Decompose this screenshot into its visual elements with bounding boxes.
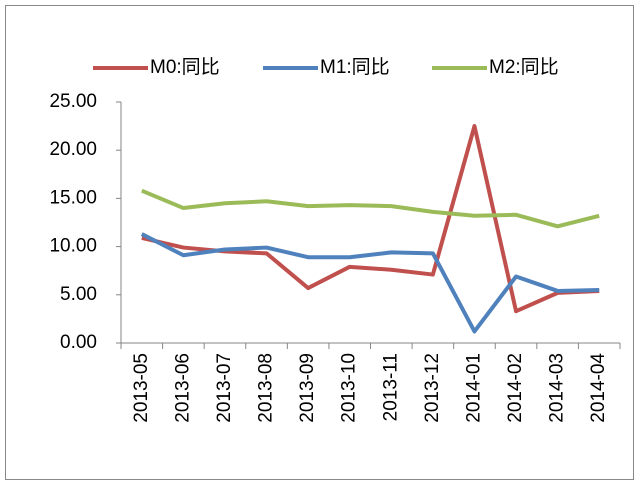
y-tick-label: 5.00 (60, 284, 97, 305)
legend-label: M1:同比 (320, 56, 390, 78)
line-series (141, 188, 600, 229)
y-tick-label: 10.00 (49, 236, 97, 257)
y-tick-label: 20.00 (49, 139, 97, 160)
y-tick-label: 25.00 (49, 91, 97, 112)
x-tick-label: 2013-10 (339, 353, 360, 423)
legend-label: M0:同比 (150, 56, 220, 78)
x-tick-label: 2013-08 (256, 353, 277, 423)
y-tick-label: 15.00 (49, 187, 97, 208)
x-tick-label: 2013-09 (297, 353, 318, 423)
line-series (140, 232, 600, 334)
x-tick-label: 2014-03 (547, 353, 568, 423)
chart-border (5, 5, 634, 480)
legend-label: M2:同比 (489, 56, 559, 78)
x-tick-label: 2014-02 (505, 353, 526, 423)
y-tick-label: 0.00 (60, 332, 97, 353)
x-tick-label: 2013-06 (172, 353, 193, 423)
x-tick-label: 2014-01 (463, 353, 484, 423)
x-tick-label: 2013-12 (422, 353, 443, 423)
x-tick-label: 2013-11 (380, 353, 401, 421)
x-tick-label: 2014-04 (588, 353, 609, 423)
x-tick-label: 2013-07 (214, 353, 235, 423)
x-tick-label: 2013-05 (131, 353, 152, 423)
